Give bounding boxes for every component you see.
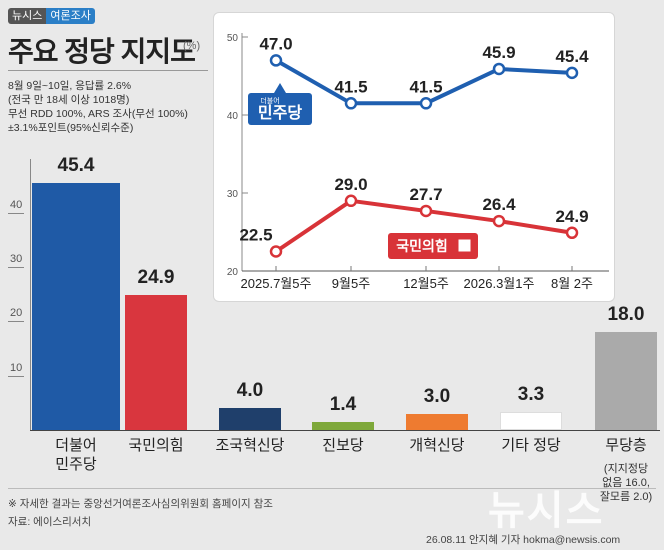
bar-value-label: 3.3 (517, 384, 545, 406)
data-label: 41.5 (334, 77, 367, 96)
data-point (269, 54, 283, 67)
watermark-logo: 뉴시스 (488, 489, 605, 533)
category-label: 진보당 (288, 436, 398, 455)
bar-value-label: 4.0 (236, 380, 264, 402)
legend-badge-pointer (274, 83, 286, 93)
bar (406, 413, 468, 430)
x-axis-baseline (30, 430, 660, 431)
data-label: 45.4 (555, 47, 589, 66)
bar-value-label: 24.9 (137, 266, 175, 288)
bar (219, 408, 281, 430)
data-label: 47.0 (259, 34, 292, 53)
annotation-line: 잘모름 2.0) (599, 491, 653, 503)
footer-note: ※ 자세한 결과는 중앙선거여론조사심의위원회 홈페이지 참조 (8, 498, 273, 510)
footer-source: 자료: 에이스리서치 (8, 516, 92, 528)
category-label-line: 개혁신당 (409, 437, 465, 454)
meta-line: 무선 RDD 100%, ARS 조사(무선 100%) (8, 108, 188, 120)
data-label: 26.4 (482, 195, 516, 214)
data-point (565, 226, 579, 240)
bar-value-label: 3.0 (423, 385, 451, 407)
meta-line: 8월 9일~10일, 응답률 2.6% (8, 80, 132, 92)
category-label-line: 조국혁신당 (215, 437, 285, 454)
bar (595, 332, 657, 430)
trend-line-chart: 20 30 40 50 2025.7월5주 9월5주 12월5주 2026.3월1주 8월 2주… (227, 33, 609, 291)
inset-y-tick-label: 40 (227, 111, 239, 122)
data-label: 45.9 (482, 43, 515, 62)
annotation-line: 없음 16.0, (602, 477, 650, 489)
legend-badge-label: 국민의힘 (396, 238, 448, 254)
category-label: 국민의힘 (101, 436, 211, 455)
bar (32, 183, 120, 430)
brand-section: 여론조사 (46, 8, 95, 24)
data-point (419, 97, 433, 110)
inset-y-tick-label: 30 (227, 189, 239, 200)
meta-line: ±3.1%포인트(95%신뢰수준) (8, 122, 134, 134)
footer-divider (8, 488, 656, 489)
category-label-line: 무당층 (605, 437, 647, 454)
ppp-logo-icon (458, 239, 471, 252)
trend-inset: 20 30 40 50 2025.7월5주 9월5주 12월5주 2026.3월1주 8월 2주… (213, 12, 615, 302)
category-label: 기타 정당 (476, 436, 586, 455)
page-title: 주요 정당 지지도 (8, 36, 196, 67)
data-label: 41.5 (409, 77, 442, 96)
legend-badge-democratic (248, 93, 312, 125)
y-axis (30, 158, 31, 430)
inset-x-tick-label: 8월 2주 (551, 276, 593, 291)
category-label-line: 진보당 (322, 437, 364, 454)
inset-x-tick-label: 12월5주 (403, 276, 449, 291)
category-label-line: 민주당 (55, 456, 97, 473)
data-point (492, 62, 506, 76)
bar-value-label: 1.4 (329, 394, 357, 416)
legend-badge-ppp (388, 233, 478, 259)
brand-name: 뉴시스 (8, 8, 47, 24)
y-tick-label: 30 (10, 253, 23, 266)
inset-y-tick-label: 50 (227, 33, 239, 44)
y-tick-label: 10 (10, 361, 23, 374)
data-point (269, 245, 283, 258)
data-label: 29.0 (334, 175, 367, 194)
data-point (344, 97, 358, 110)
data-label: 22.5 (239, 226, 272, 245)
inset-x-tick-label: 2026.3월1주 (464, 276, 535, 291)
bar-value-label: 18.0 (607, 304, 645, 326)
data-point (344, 194, 358, 208)
y-tick-line (8, 212, 24, 214)
meta-line: (전국 만 18세 이상 1018명) (8, 94, 130, 106)
data-label: 24.9 (555, 207, 588, 226)
category-label-line: 기타 정당 (501, 437, 561, 454)
footer-credit: 26.08.11 안지혜 기자 hokma@newsis.com (426, 534, 621, 546)
inset-x-tick-label: 9월5주 (332, 276, 370, 291)
inset-y-tick-label: 20 (227, 267, 239, 278)
annotation-line: (지지정당 (603, 463, 649, 475)
y-tick-line (8, 321, 24, 323)
inset-x-tick-label: 2025.7월5주 (241, 276, 312, 291)
category-label: 조국혁신당 (195, 436, 305, 455)
legend-badge-label: 민주당 (258, 104, 302, 122)
y-tick-line (8, 267, 24, 269)
data-point (565, 66, 579, 80)
data-point (419, 204, 433, 218)
brand-badge: 뉴시스 여론조사 (8, 8, 95, 24)
y-tick-label: 20 (10, 307, 23, 320)
bar (312, 422, 374, 430)
category-label: 개혁신당 (382, 436, 492, 455)
y-tick-line (8, 375, 24, 377)
data-point (492, 214, 506, 228)
category-label-line: 더불어 (55, 437, 97, 454)
legend-badge-small-text: 더불어 (260, 96, 279, 105)
data-label: 27.7 (409, 185, 442, 204)
category-label-line: 국민의힘 (128, 437, 184, 454)
unit-label: (%) (183, 40, 201, 52)
bar (125, 294, 187, 430)
y-tick-label: 40 (10, 198, 23, 211)
category-label: 무당층 (571, 436, 664, 455)
bar (500, 412, 562, 430)
title-divider (8, 70, 208, 71)
bar-value-label: 45.4 (57, 155, 95, 177)
